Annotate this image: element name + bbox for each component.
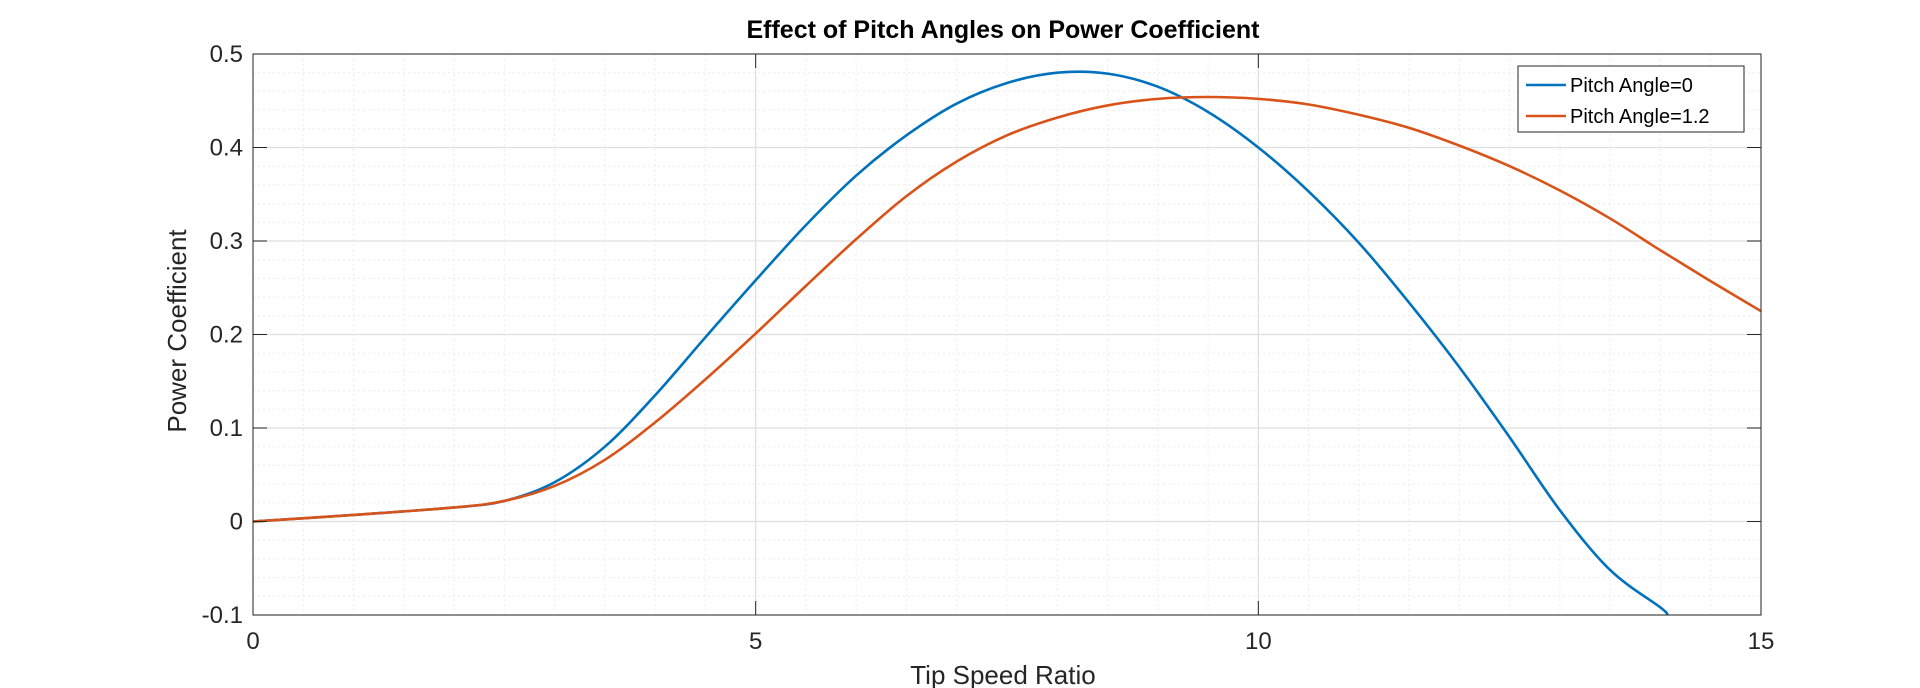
series-line-2 — [253, 95, 1761, 523]
x-axis-label: Tip Speed Ratio — [910, 660, 1095, 688]
y-axis-label: Power Coefficient — [162, 229, 192, 433]
x-tick-label: 10 — [1245, 628, 1272, 655]
series-lines — [253, 70, 1761, 615]
chart-title: Effect of Pitch Angles on Power Coeffici… — [746, 16, 1260, 44]
legend: Pitch Angle=0 Pitch Angle=1.2 — [1517, 65, 1745, 133]
y-tick-label: 0 — [230, 509, 243, 536]
legend-label-series-1: Pitch Angle=0 — [1570, 75, 1693, 97]
legend-box — [1517, 65, 1745, 133]
y-tick-label: 0.2 — [210, 322, 243, 349]
y-tick-label: 0.4 — [210, 135, 243, 162]
y-tick-labels: -0.1 0 0.1 0.2 0.3 0.4 0.5 — [202, 41, 243, 629]
x-tick-labels: 0 5 10 15 — [246, 628, 1774, 655]
series-line-1 — [253, 70, 1669, 615]
y-tick-label: -0.1 — [202, 602, 243, 629]
axis-ticks — [252, 53, 1762, 616]
x-tick-label: 15 — [1748, 628, 1775, 655]
y-tick-label: 0.3 — [210, 228, 243, 255]
x-tick-label: 5 — [749, 628, 762, 655]
y-tick-label: 0.5 — [210, 41, 243, 68]
x-tick-label: 0 — [246, 628, 259, 655]
y-tick-label: 0.1 — [210, 415, 243, 442]
legend-label-series-2: Pitch Angle=1.2 — [1570, 106, 1710, 128]
